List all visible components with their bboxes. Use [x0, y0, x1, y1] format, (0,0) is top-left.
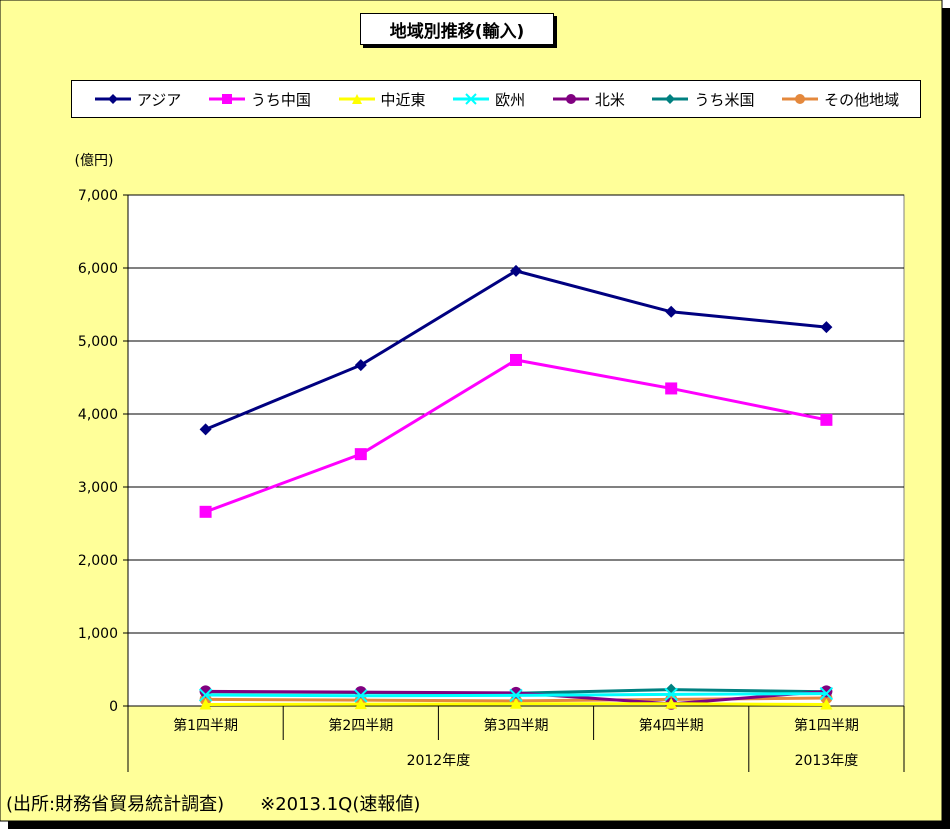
legend-swatch: [94, 94, 131, 104]
legend-item: うち中国: [207, 89, 311, 110]
data-point: [665, 382, 678, 395]
data-point: [664, 687, 678, 702]
data-point: [354, 689, 368, 703]
footnote: (出所:財務省貿易統計調査) ※2013.1Q(速報値): [6, 794, 421, 815]
data-point: [510, 353, 522, 366]
data-point: [820, 413, 833, 426]
chart-title: 地域別推移(輸入): [360, 13, 554, 45]
y-tick-label: 6,000: [78, 261, 118, 277]
legend: アジア うち中国 中近東 欧州 北米 うち米国 その他地域: [71, 80, 921, 118]
legend-label: うち中国: [250, 90, 311, 109]
legend-item: 北米: [551, 89, 625, 110]
y-tick-label: 7,000: [78, 188, 118, 204]
legend-label: アジア: [136, 90, 182, 109]
legend-item: その他地域: [780, 89, 899, 110]
legend-swatch: [208, 94, 245, 104]
data-point: [199, 698, 212, 710]
data-point: [354, 448, 367, 461]
legend-label: 中近東: [380, 90, 426, 109]
legend-item: うち米国: [650, 89, 755, 110]
y-tick-label: 0: [109, 699, 118, 715]
legend-label: 欧州: [495, 90, 526, 109]
legend-item: 中近東: [337, 89, 426, 110]
data-point: [199, 505, 212, 518]
data-point: [510, 697, 522, 709]
legend-swatch: [338, 94, 375, 104]
x-tick-label: 第2四半期: [328, 717, 393, 734]
legend-label: その他地域: [824, 90, 900, 109]
data-point: [199, 423, 212, 436]
data-point: [665, 305, 678, 318]
y-tick-label: 2,000: [78, 553, 118, 569]
data-point: [820, 321, 833, 334]
data-point: [510, 686, 522, 699]
legend-swatch: [552, 94, 589, 104]
legend-label: うち米国: [694, 90, 755, 109]
y-tick-label: 5,000: [78, 334, 118, 350]
data-point: [354, 698, 367, 710]
legend-item: 欧州: [451, 89, 525, 110]
data-point: [510, 264, 522, 277]
legend-swatch: [782, 94, 819, 104]
plot-area: [127, 194, 905, 707]
x-tick-label: 第1四半期: [173, 717, 238, 734]
y-tick-label: 3,000: [78, 480, 118, 496]
chart-title-text: 地域別推移(輸入): [389, 21, 525, 42]
x-tick-label: 第4四半期: [639, 717, 704, 734]
data-point: [198, 688, 213, 702]
data-point: [820, 698, 833, 710]
y-tick-label: 1,000: [78, 626, 118, 642]
chart-shadow-right: [942, 8, 950, 829]
data-point: [509, 688, 523, 703]
y-axis-unit: (億円): [75, 153, 114, 169]
chart-shadow-bottom: [8, 821, 950, 829]
legend-label: 北米: [594, 90, 625, 109]
x-group-label: 2013年度: [795, 753, 859, 769]
x-tick-label: 第3四半期: [484, 717, 549, 734]
y-tick-label: 4,000: [78, 407, 118, 423]
legend-item: アジア: [93, 89, 181, 110]
data-point: [665, 697, 678, 709]
legend-swatch: [453, 93, 490, 105]
data-point: [354, 359, 367, 372]
x-tick-label: 第1四半期: [794, 717, 859, 734]
data-point: [819, 686, 834, 701]
legend-swatch: [652, 94, 689, 104]
data-point: [820, 685, 833, 698]
x-group-label: 2012年度: [407, 753, 471, 769]
